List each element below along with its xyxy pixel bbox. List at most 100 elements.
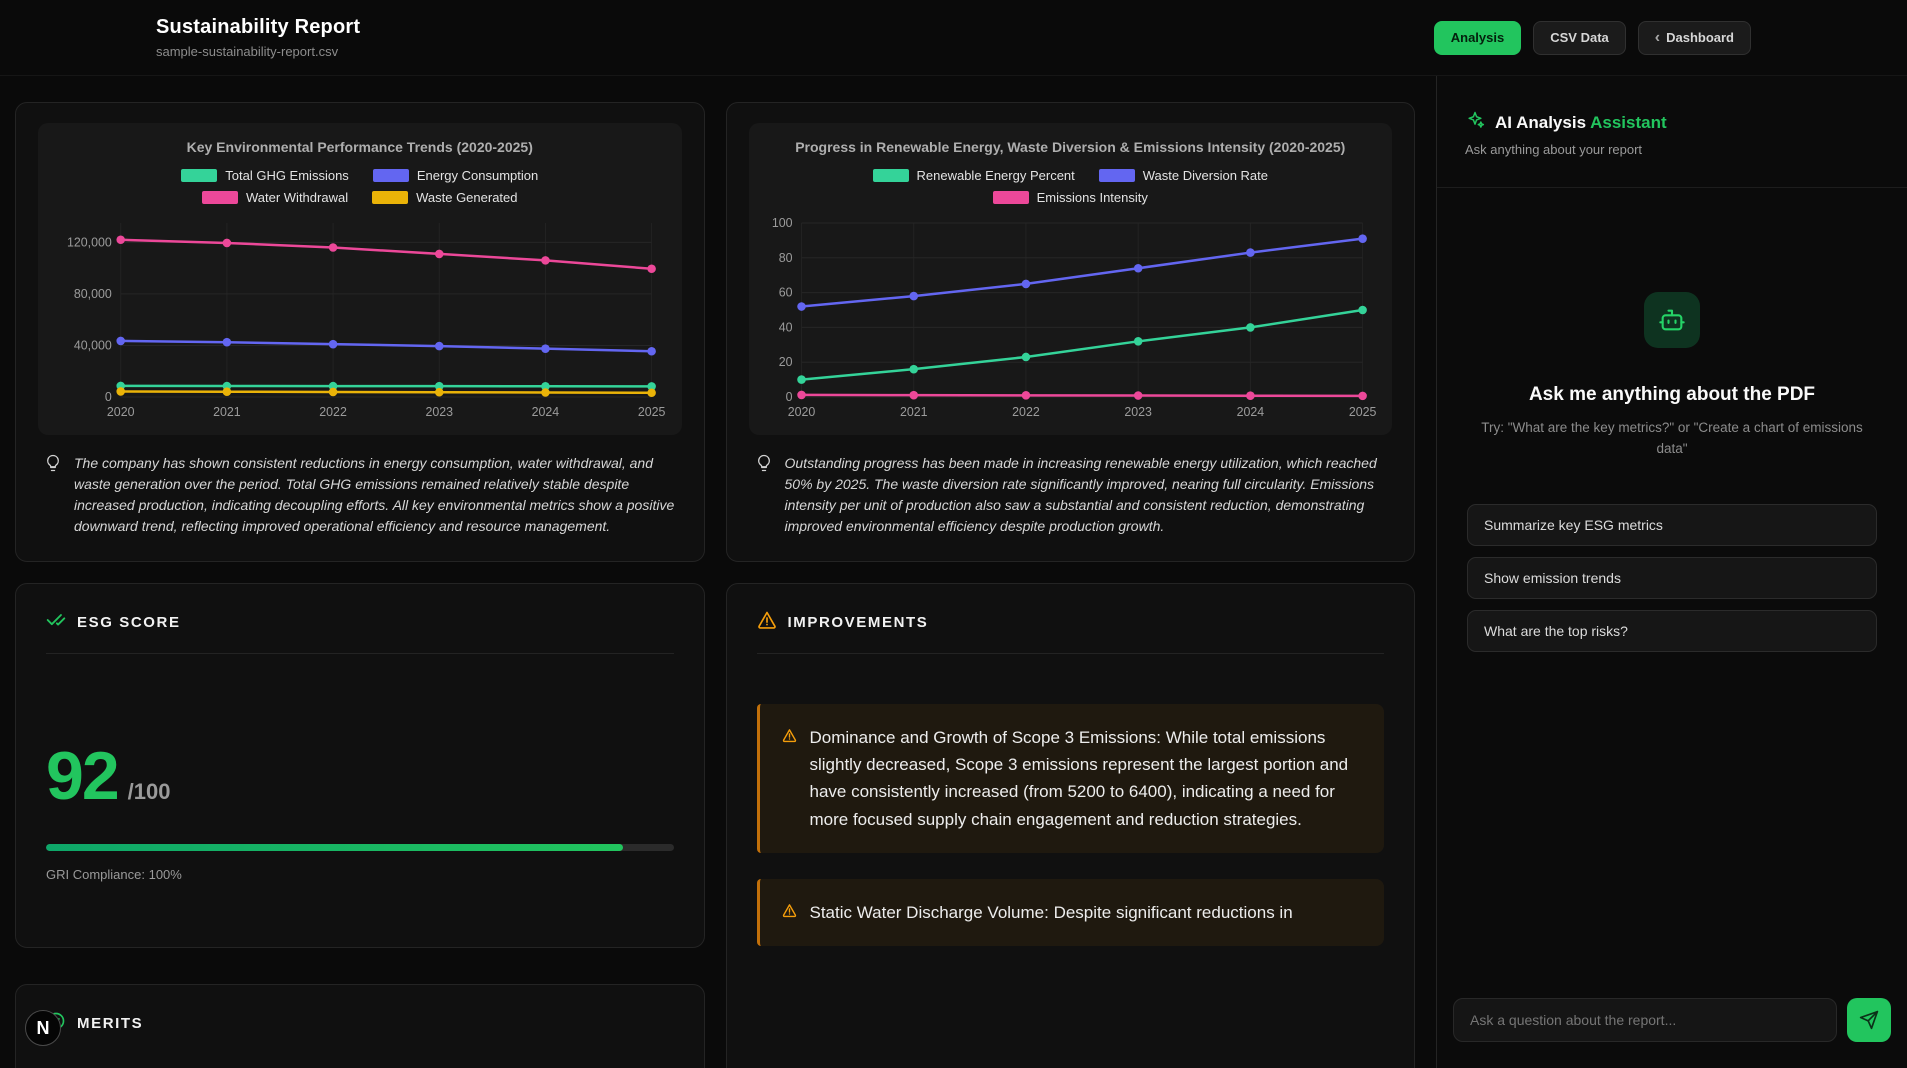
esg-score-title: ESG SCORE (77, 614, 181, 631)
svg-text:40: 40 (778, 320, 792, 334)
legend-item[interactable]: Waste Generated (372, 190, 518, 205)
nextjs-dev-badge[interactable]: N (25, 1010, 61, 1046)
chat-input[interactable] (1453, 998, 1837, 1042)
svg-text:0: 0 (785, 390, 792, 404)
legend-label: Emissions Intensity (1036, 190, 1148, 205)
svg-text:2023: 2023 (425, 405, 453, 419)
ai-assistant-sidebar: AI Analysis Assistant Ask anything about… (1436, 76, 1907, 1068)
chart-legend: Renewable Energy Percent Waste Diversion … (835, 168, 1305, 205)
environmental-trends-card: Key Environmental Performance Trends (20… (15, 102, 705, 562)
header-buttons: Analysis CSV Data ‹ Dashboard (1433, 20, 1751, 55)
chart-insight: Outstanding progress has been made in in… (749, 453, 1393, 537)
improvements-title: IMPROVEMENTS (787, 614, 929, 631)
assistant-subtitle: Ask anything about your report (1465, 142, 1643, 157)
page-title: Sustainability Report (156, 16, 361, 38)
svg-text:120,000: 120,000 (67, 235, 112, 249)
legend-label: Total GHG Emissions (225, 168, 349, 183)
assistant-title-main: AI Analysis (1495, 112, 1587, 132)
line-chart: 2020 2021 2022 2023 2024 2025 0 40,000 80,000 120… (67, 223, 665, 419)
suggestion-summarize-esg[interactable]: Summarize key ESG metrics (1467, 503, 1877, 546)
improvement-item: Dominance and Growth of Scope 3 Emission… (756, 704, 1384, 853)
renewable-progress-card: Progress in Renewable Energy, Waste Dive… (725, 102, 1415, 562)
check-check-icon (46, 610, 66, 635)
csv-data-tab-button[interactable]: CSV Data (1533, 20, 1626, 55)
chart-title: Key Environmental Performance Trends (20… (186, 139, 533, 155)
lightbulb-icon (44, 454, 62, 537)
legend-swatch (372, 191, 409, 204)
assistant-title-accent: Assistant (1590, 112, 1667, 132)
right-column: IMPROVEMENTS Dominance and Growth of Sco… (725, 583, 1415, 1068)
header-inner: Sustainability Report sample-sustainabil… (0, 16, 1907, 59)
svg-text:2022: 2022 (1012, 405, 1040, 419)
legend-label: Water Withdrawal (245, 190, 349, 205)
summary-row: ESG SCORE 92 /100 GRI Compliance: 100% (15, 583, 1415, 1068)
insight-text: Outstanding progress has been made in in… (784, 455, 1377, 534)
improvements-header: IMPROVEMENTS (757, 610, 1385, 635)
line-chart: 2020 2021 2022 2023 2024 2025 0 20 40 60 80 100 (771, 216, 1376, 419)
chat-input-bar (1437, 984, 1907, 1068)
gri-compliance-label: GRI Compliance: 100% (46, 867, 182, 882)
esg-score-max: /100 (127, 779, 171, 804)
svg-text:2025: 2025 (1348, 405, 1376, 419)
improvement-text: Dominance and Growth of Scope 3 Emission… (809, 728, 1349, 829)
suggestion-top-risks[interactable]: What are the top risks? (1467, 609, 1877, 652)
suggestion-list: Summarize key ESG metrics Show emission … (1467, 503, 1877, 652)
warning-triangle-icon (782, 903, 797, 926)
file-name: sample-sustainability-report.csv (156, 44, 339, 59)
legend-swatch (872, 169, 909, 182)
legend-item[interactable]: Energy Consumption (372, 168, 539, 183)
legend-item[interactable]: Water Withdrawal (201, 190, 349, 205)
svg-text:100: 100 (771, 216, 792, 230)
svg-text:2024: 2024 (532, 405, 560, 419)
legend-item[interactable]: Total GHG Emissions (181, 168, 349, 183)
lightbulb-icon (755, 454, 773, 537)
merits-header: MERITS (46, 1011, 674, 1036)
improvements-list: Dominance and Growth of Scope 3 Emission… (756, 704, 1384, 946)
warning-triangle-icon (757, 610, 777, 635)
renewable-progress-chart: Progress in Renewable Energy, Waste Dive… (748, 123, 1392, 435)
suggestion-emission-trends[interactable]: Show emission trends (1467, 556, 1877, 599)
legend-swatch (1098, 169, 1135, 182)
sparkles-icon (1465, 110, 1485, 135)
app-header: Sustainability Report sample-sustainabil… (0, 0, 1907, 76)
legend-item[interactable]: Waste Diversion Rate (1098, 168, 1268, 183)
chevron-left-icon: ‹ (1654, 28, 1661, 46)
header-titles: Sustainability Report sample-sustainabil… (156, 16, 360, 59)
warning-triangle-icon (782, 728, 797, 833)
svg-text:60: 60 (778, 286, 792, 300)
chart-legend: Total GHG Emissions Energy Consumption Wat… (125, 168, 595, 205)
svg-text:2023: 2023 (1124, 405, 1152, 419)
legend-label: Waste Generated (416, 190, 518, 205)
analysis-tab-button[interactable]: Analysis (1433, 20, 1522, 55)
legend-item[interactable]: Renewable Energy Percent (872, 168, 1075, 183)
svg-text:80,000: 80,000 (74, 287, 112, 301)
merits-card: MERITS (15, 984, 705, 1068)
insight-text: The company has shown consistent reducti… (74, 455, 675, 534)
assistant-header: AI Analysis Assistant Ask anything about… (1437, 76, 1907, 188)
legend-label: Waste Diversion Rate (1142, 168, 1268, 183)
main-layout: Key Environmental Performance Trends (20… (0, 76, 1907, 1068)
esg-score-value: 92 (46, 738, 120, 814)
svg-text:80: 80 (778, 251, 792, 265)
esg-progress-track (46, 844, 674, 851)
svg-text:2020: 2020 (787, 405, 815, 419)
send-button[interactable] (1847, 998, 1891, 1042)
bot-icon (1644, 292, 1700, 348)
dashboard-button-label: Dashboard (1666, 30, 1734, 45)
svg-text:2021: 2021 (899, 405, 927, 419)
legend-label: Energy Consumption (416, 168, 539, 183)
svg-text:2021: 2021 (213, 405, 241, 419)
assistant-empty-title: Ask me anything about the PDF (1528, 384, 1816, 405)
legend-swatch (201, 191, 238, 204)
legend-item[interactable]: Emissions Intensity (992, 190, 1148, 205)
improvement-item: Static Water Discharge Volume: Despite s… (756, 878, 1384, 946)
legend-swatch (372, 169, 409, 182)
dashboard-button[interactable]: ‹ Dashboard (1637, 20, 1751, 55)
svg-text:2024: 2024 (1236, 405, 1264, 419)
merits-title: MERITS (77, 1015, 144, 1032)
legend-label: Renewable Energy Percent (916, 168, 1075, 183)
left-column: ESG SCORE 92 /100 GRI Compliance: 100% (15, 583, 705, 1068)
report-content: Key Environmental Performance Trends (20… (0, 76, 1436, 1068)
assistant-header-row: AI Analysis Assistant (1465, 110, 1879, 135)
svg-text:0: 0 (105, 390, 112, 404)
